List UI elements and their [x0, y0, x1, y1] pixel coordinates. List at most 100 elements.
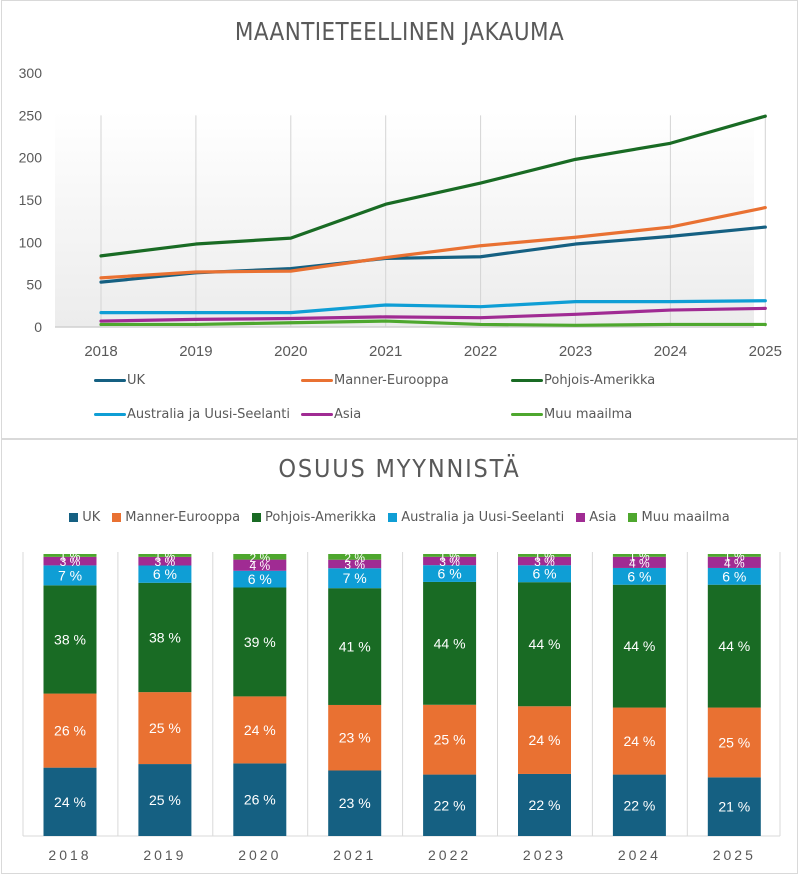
bar-data-label: 22 % [623, 797, 655, 813]
bar-segment-australia-ja-uusi-seelanti [518, 565, 571, 583]
bar-data-label: 24 % [623, 733, 655, 749]
legend-item-australia: Australia ja Uusi-Seelanti [388, 510, 564, 525]
bar-data-label: 25 % [149, 792, 181, 808]
bar-segment-uk [328, 770, 382, 836]
x-tick-label: 2024 [618, 847, 661, 863]
x-tick-label: 2019 [143, 847, 186, 863]
y-tick-label: 50 [26, 277, 42, 293]
bar-data-label: 6 % [153, 566, 177, 582]
bar-segment-asia [43, 556, 97, 566]
legend-label: Muu maailma [641, 510, 730, 525]
x-tick-label: 2022 [464, 343, 497, 360]
bar-data-label: 25 % [434, 732, 466, 748]
bar-segment-muu-maailma [423, 554, 477, 557]
bar-data-label: 24 % [529, 732, 561, 748]
bar-segment-manner-eurooppa [423, 704, 477, 775]
bar-segment-muu-maailma [612, 554, 666, 557]
legend-item-australia: Australia ja Uusi-Seelanti [94, 407, 290, 422]
bar-data-label: 24 % [54, 794, 86, 810]
bar-segment-muu-maailma [518, 554, 571, 557]
legend-item-asia: Asia [576, 510, 616, 525]
bar-segment-manner-eurooppa [328, 704, 382, 771]
line-chart-plot: 0 50 100 150 200 250 300 2018 2019 2020 2021 2022 20… [19, 65, 782, 360]
y-tick-label: 300 [19, 65, 43, 81]
bar-segment-manner-eurooppa [518, 706, 571, 774]
bar-data-label: 1 % [60, 549, 81, 563]
x-tick-label: 2022 [428, 847, 471, 863]
x-tick-label: 2020 [238, 847, 281, 863]
legend-label: Manner-Eurooppa [125, 510, 241, 525]
y-tick-label: 250 [19, 107, 43, 123]
bar-data-label: 44 % [718, 638, 750, 654]
series-line-pohjois-amerikka [99, 114, 767, 258]
bar-data-label: 24 % [244, 722, 276, 738]
bar-data-label: 23 % [339, 795, 371, 811]
legend-item-muu-maailma: Muu maailma [628, 510, 730, 525]
bar-data-label: 22 % [529, 797, 561, 813]
bar-segment-australia-ja-uusi-seelanti [43, 565, 97, 586]
bar-data-label: 22 % [434, 797, 466, 813]
bar-segment-pohjois-amerikka [612, 584, 666, 708]
legend-line-asia [301, 413, 333, 416]
series-line-asia [99, 306, 767, 323]
bar-segment-pohjois-amerikka [707, 584, 761, 708]
bar-segment-pohjois-amerikka [423, 581, 477, 705]
bar-segment-asia [518, 556, 571, 566]
bar-data-label: 4 % [724, 556, 745, 570]
bar-segment-uk [612, 774, 666, 836]
bar-data-label: 6 % [532, 566, 556, 582]
bar-data-label: 3 % [344, 558, 365, 572]
bar-segment-muu-maailma [43, 554, 97, 557]
legend-label: Pohjois-Amerikka [544, 373, 656, 388]
legend-item-uk: UK [69, 510, 100, 525]
x-tick-label: 2021 [369, 343, 402, 360]
legend-item-uk: UK [94, 373, 145, 388]
bar-data-label: 41 % [339, 639, 371, 655]
bar-data-label: 1 % [155, 549, 176, 563]
legend-line-uk [94, 379, 126, 382]
legend-item-manner-eurooppa: Manner-Eurooppa [301, 373, 449, 388]
y-tick-label: 0 [34, 319, 42, 335]
bar-data-label: 2 % [249, 551, 270, 565]
bar-segment-muu-maailma [328, 554, 382, 560]
line-chart-legend: UK Manner-Eurooppa Pohjois-Amerikka Aust… [94, 373, 714, 433]
bar-segment-pohjois-amerikka [328, 588, 382, 705]
bar-data-label: 26 % [54, 723, 86, 739]
series-line-australia-ja-uusi-seelanti [99, 299, 767, 315]
legend-label: UK [127, 373, 146, 388]
x-tick-label: 2025 [713, 847, 756, 863]
legend-swatch-manner-eurooppa [112, 513, 122, 522]
bar-data-label: 3 % [534, 555, 555, 569]
legend-item-pohjois-amerikka: Pohjois-Amerikka [511, 373, 655, 388]
bar-data-label: 21 % [718, 799, 750, 815]
bar-data-label: 1 % [629, 549, 650, 563]
bar-segment-uk [423, 774, 477, 836]
bar-data-label: 6 % [248, 571, 272, 587]
bar-segment-muu-maailma [138, 554, 192, 557]
legend-label: Asia [334, 407, 362, 422]
y-tick-label: 100 [19, 234, 43, 250]
stacked-bar-chart-panel: OSUUS MYYNNISTÄ UK Manner-Eurooppa Pohjo… [1, 439, 798, 874]
bar-data-label: 38 % [54, 631, 86, 647]
legend-swatch-asia [576, 513, 586, 522]
legend-item-muu-maailma: Muu maailma [511, 407, 632, 422]
bar-segment-asia [423, 556, 477, 566]
x-tick-label: 2018 [48, 847, 91, 863]
bar-data-label: 1 % [724, 549, 745, 563]
legend-item-pohjois-amerikka: Pohjois-Amerikka [252, 510, 376, 525]
bar-segment-manner-eurooppa [612, 707, 666, 775]
x-tick-label: 2019 [179, 343, 212, 360]
legend-label: Manner-Eurooppa [334, 373, 449, 388]
legend-line-manner-eurooppa [301, 379, 333, 382]
bar-data-label: 7 % [58, 567, 82, 583]
bar-segment-uk [138, 764, 192, 836]
series-line-manner-eurooppa [99, 206, 767, 280]
line-chart-panel: MAANTIETEELLINEN JAKAUMA 0 50 100 150 200 250… [1, 0, 798, 439]
bar-segment-australia-ja-uusi-seelanti [138, 565, 192, 583]
bar-data-label: 6 % [438, 566, 462, 582]
bar-segment-uk [233, 763, 287, 836]
x-tick-label: 2020 [274, 343, 307, 360]
y-tick-label: 150 [19, 192, 43, 208]
bar-data-label: 3 % [155, 555, 176, 569]
bar-data-label: 4 % [249, 559, 270, 573]
